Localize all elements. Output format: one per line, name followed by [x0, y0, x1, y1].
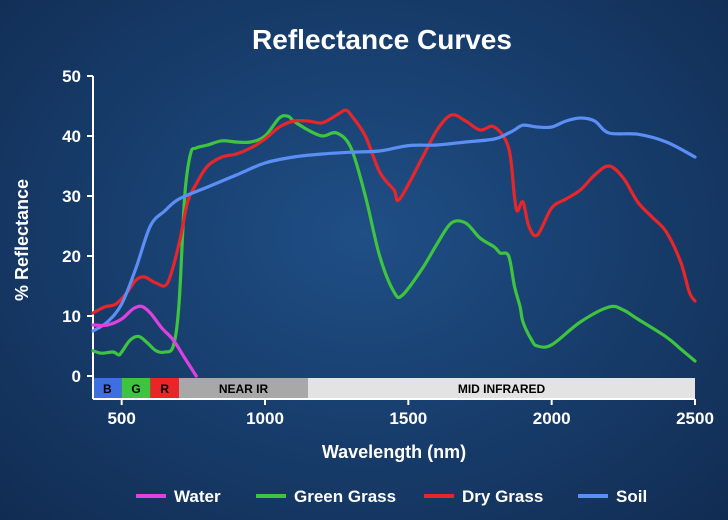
chart-title: Reflectance Curves	[252, 24, 512, 55]
x-tick-label: 1000	[246, 409, 284, 428]
band-label: NEAR IR	[219, 382, 269, 396]
band-label: MID INFRARED	[458, 382, 546, 396]
band-label: G	[131, 382, 140, 396]
band-label: B	[103, 382, 112, 396]
y-tick-label: 0	[72, 367, 81, 386]
legend-label: Green Grass	[294, 487, 396, 506]
x-tick-label: 500	[107, 409, 135, 428]
x-axis-label: Wavelength (nm)	[322, 442, 466, 462]
y-tick-label: 40	[62, 127, 81, 146]
series-line-soil	[91, 116, 697, 333]
axes: 0 10 20 30 40 50 500 1000 1500 2000 2500	[62, 67, 714, 428]
x-tick-label: 1500	[389, 409, 427, 428]
series-line-green-grass	[91, 114, 697, 363]
band-2	[150, 378, 179, 399]
y-tick-label: 10	[62, 307, 81, 326]
x-tick-label: 2000	[533, 409, 571, 428]
series-line-water	[91, 304, 198, 378]
band-4	[308, 378, 695, 399]
x-tick-label: 2500	[676, 409, 714, 428]
legend-label: Soil	[616, 487, 647, 506]
band-bar: B G R NEAR IR MID INFRARED	[93, 378, 695, 399]
legend-label: Dry Grass	[462, 487, 543, 506]
series-lines	[91, 108, 697, 378]
legend: Water Green Grass Dry Grass Soil	[136, 487, 647, 506]
y-axis-label: % Reflectance	[12, 179, 32, 301]
y-tick-label: 20	[62, 247, 81, 266]
series-line-dry-grass	[91, 108, 697, 315]
band-label: R	[160, 382, 169, 396]
legend-label: Water	[174, 487, 221, 506]
band-1	[121, 378, 151, 399]
y-tick-label: 30	[62, 187, 81, 206]
y-tick-label: 50	[62, 67, 81, 86]
band-0	[93, 378, 122, 399]
band-3	[179, 378, 308, 399]
